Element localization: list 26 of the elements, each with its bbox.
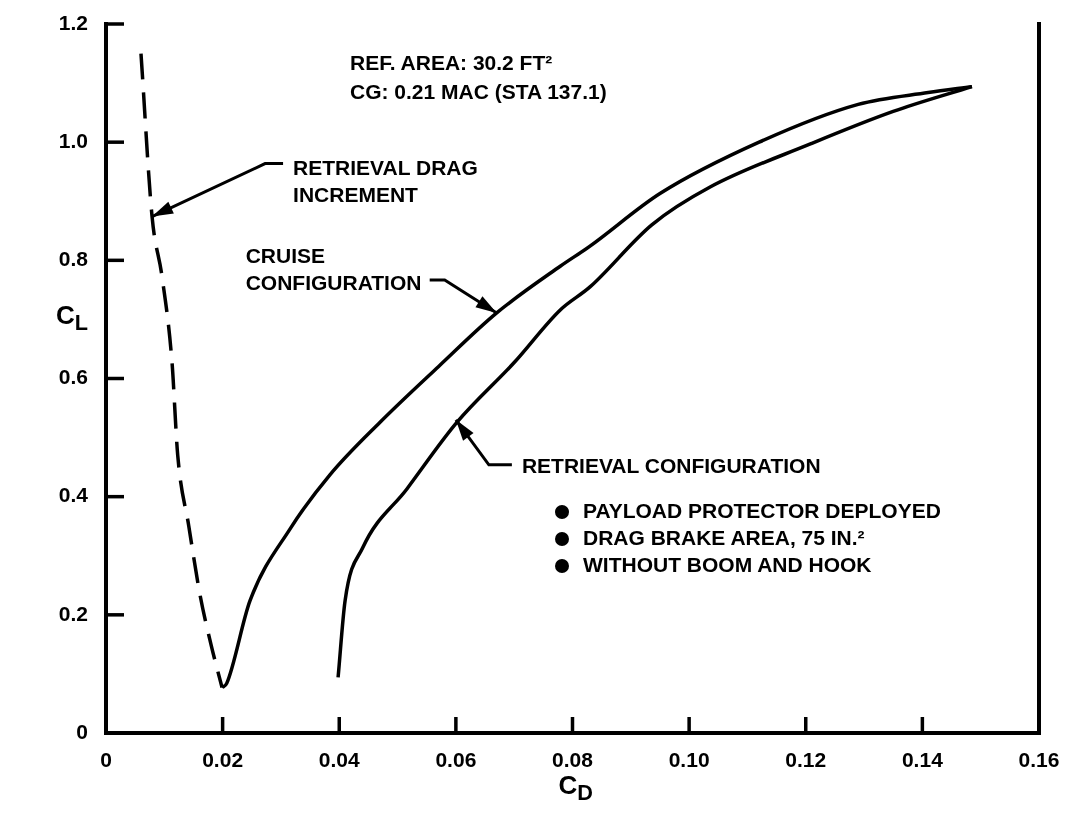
y-tick-label: 0.2 [58,601,88,625]
x-tick-label: 0.16 [1018,748,1060,772]
y-tick-label: 1.0 [58,128,88,152]
y-tick-label: 1.2 [58,10,88,34]
annotation: RETRIEVAL CONFIGURATION [521,452,822,479]
x-tick-label: 0.06 [435,748,477,772]
annotation: DRAG BRAKE AREA, 75 IN.² [583,526,865,549]
annotation: CRUISE CONFIGURATION [245,242,423,296]
y-tick-label: 0.8 [58,247,89,271]
x-tick-label: 0.14 [901,748,944,772]
annotation: WITHOUT BOOM AND HOOK [583,553,872,576]
annotation: REF. AREA: 30.2 FT² [350,51,553,74]
y-tick-label: 0.4 [58,483,89,507]
x-tick-label: 0.08 [552,748,594,772]
x-tick-label: 0.12 [785,748,827,772]
annotation: RETRIEVAL DRAG INCREMENT [293,154,479,208]
x-tick-label: 0.04 [318,748,361,772]
annotation: PAYLOAD PROTECTOR DEPLOYED [583,499,941,522]
y-tick-label: 0 [76,719,88,743]
x-axis-title: C$_{D}$ [558,770,593,807]
y-axis-title: C$_{L}$ [56,300,89,337]
x-tick-label: 0.02 [202,748,244,772]
annotation: CG: 0.21 MAC (STA 137.1) [350,80,607,103]
x-tick-label: 0.10 [668,748,710,772]
x-tick-label: 0 [100,748,112,772]
y-tick-label: 0.6 [58,365,88,389]
